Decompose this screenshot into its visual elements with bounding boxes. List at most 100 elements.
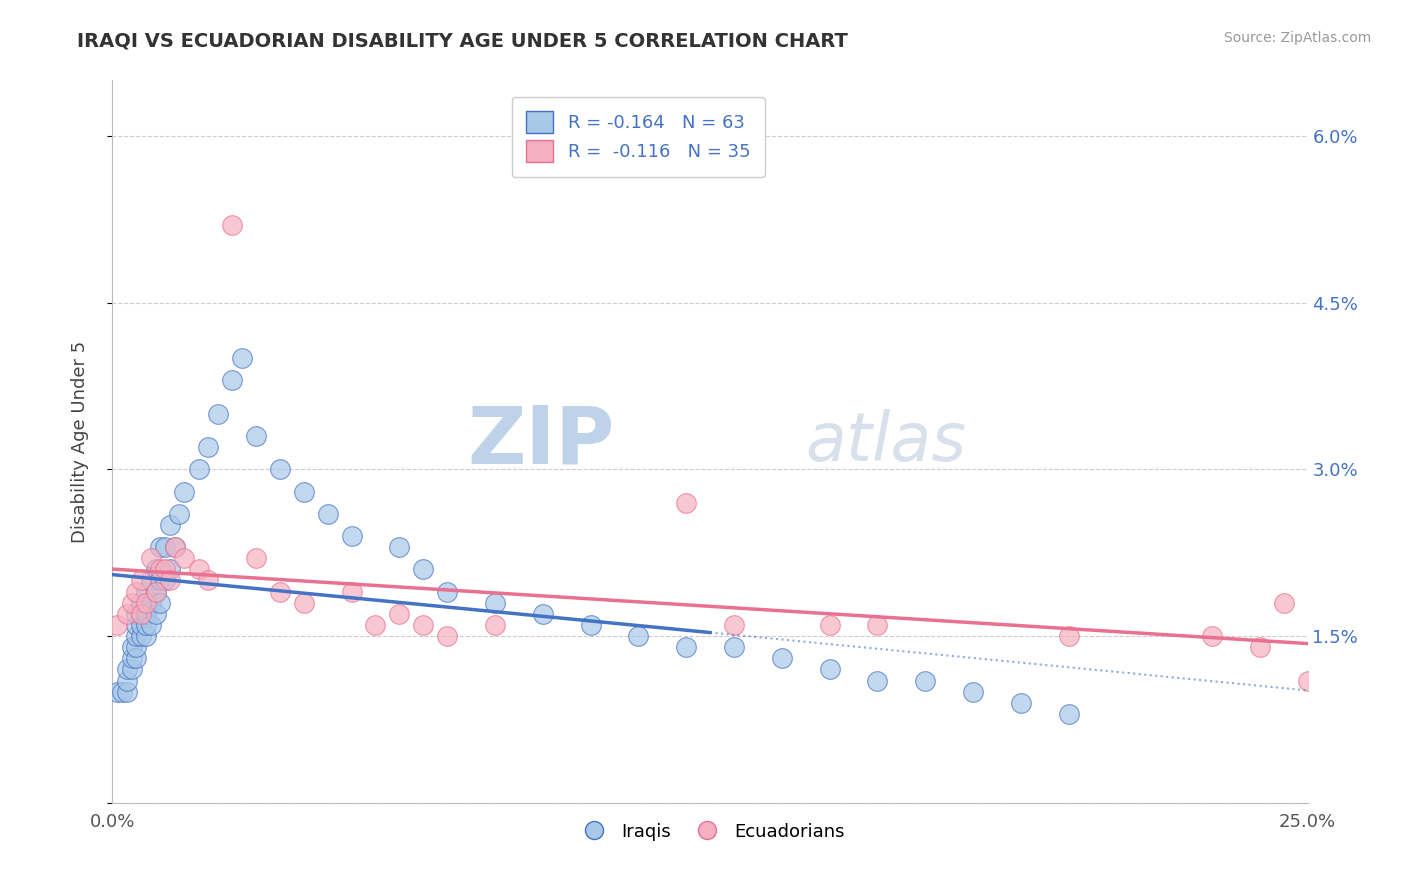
Point xyxy=(340,584,363,599)
Point xyxy=(129,629,152,643)
Point xyxy=(135,618,157,632)
Point xyxy=(125,607,148,621)
Legend: Iraqis, Ecuadorians: Iraqis, Ecuadorians xyxy=(568,815,852,848)
Point xyxy=(129,607,152,621)
Point xyxy=(197,440,219,454)
Text: IRAQI VS ECUADORIAN DISABILITY AGE UNDER 5 CORRELATION CHART: IRAQI VS ECUADORIAN DISABILITY AGE UNDER… xyxy=(77,31,848,50)
Point xyxy=(221,373,243,387)
Point xyxy=(163,540,186,554)
Point xyxy=(115,662,138,676)
Point xyxy=(139,574,162,588)
Point xyxy=(292,484,315,499)
Point xyxy=(340,529,363,543)
Point xyxy=(316,507,339,521)
Point xyxy=(914,673,936,688)
Point xyxy=(675,496,697,510)
Point xyxy=(818,618,841,632)
Point xyxy=(962,684,984,698)
Point xyxy=(207,407,229,421)
Point xyxy=(1057,629,1080,643)
Point xyxy=(169,507,191,521)
Point xyxy=(221,218,243,232)
Point xyxy=(129,574,152,588)
Text: Source: ZipAtlas.com: Source: ZipAtlas.com xyxy=(1223,31,1371,45)
Point xyxy=(866,618,889,632)
Y-axis label: Disability Age Under 5: Disability Age Under 5 xyxy=(70,341,89,542)
Point xyxy=(1201,629,1223,643)
Point xyxy=(149,562,172,576)
Point xyxy=(135,607,157,621)
Point xyxy=(121,640,143,655)
Point xyxy=(125,629,148,643)
Point xyxy=(135,584,157,599)
Point xyxy=(129,618,152,632)
Point xyxy=(245,551,267,566)
Point xyxy=(187,562,209,576)
Point xyxy=(484,618,506,632)
Point xyxy=(149,574,172,588)
Point xyxy=(173,551,195,566)
Point xyxy=(388,607,411,621)
Point xyxy=(531,607,554,621)
Point xyxy=(129,596,152,610)
Point xyxy=(1057,706,1080,721)
Point xyxy=(770,651,793,665)
Point xyxy=(187,462,209,476)
Point xyxy=(1296,673,1319,688)
Point xyxy=(125,584,148,599)
Point xyxy=(149,540,172,554)
Point xyxy=(579,618,602,632)
Point xyxy=(153,574,176,588)
Point xyxy=(153,540,176,554)
Point xyxy=(627,629,650,643)
Point xyxy=(111,684,134,698)
Point xyxy=(139,596,162,610)
Point xyxy=(675,640,697,655)
Point xyxy=(159,574,181,588)
Point xyxy=(125,640,148,655)
Point xyxy=(145,607,167,621)
Point xyxy=(139,551,162,566)
Point xyxy=(364,618,387,632)
Text: atlas: atlas xyxy=(806,409,967,475)
Point xyxy=(145,584,167,599)
Point xyxy=(115,673,138,688)
Point xyxy=(125,651,148,665)
Point xyxy=(1010,696,1032,710)
Point xyxy=(484,596,506,610)
Point xyxy=(1249,640,1271,655)
Point xyxy=(269,462,291,476)
Point xyxy=(121,662,143,676)
Point xyxy=(818,662,841,676)
Point xyxy=(723,618,745,632)
Point xyxy=(149,596,172,610)
Point xyxy=(125,618,148,632)
Point xyxy=(723,640,745,655)
Point xyxy=(121,596,143,610)
Point xyxy=(231,351,253,366)
Point xyxy=(412,562,434,576)
Point xyxy=(197,574,219,588)
Point xyxy=(436,584,458,599)
Point xyxy=(866,673,889,688)
Point xyxy=(153,562,176,576)
Point xyxy=(135,629,157,643)
Point xyxy=(105,684,128,698)
Point xyxy=(436,629,458,643)
Point xyxy=(145,584,167,599)
Point xyxy=(173,484,195,499)
Point xyxy=(105,618,128,632)
Point xyxy=(115,684,138,698)
Point xyxy=(269,584,291,599)
Text: ZIP: ZIP xyxy=(467,402,614,481)
Point xyxy=(159,562,181,576)
Point xyxy=(245,429,267,443)
Point xyxy=(135,596,157,610)
Point xyxy=(388,540,411,554)
Point xyxy=(163,540,186,554)
Point xyxy=(1272,596,1295,610)
Point xyxy=(129,607,152,621)
Point xyxy=(412,618,434,632)
Point xyxy=(121,651,143,665)
Point xyxy=(292,596,315,610)
